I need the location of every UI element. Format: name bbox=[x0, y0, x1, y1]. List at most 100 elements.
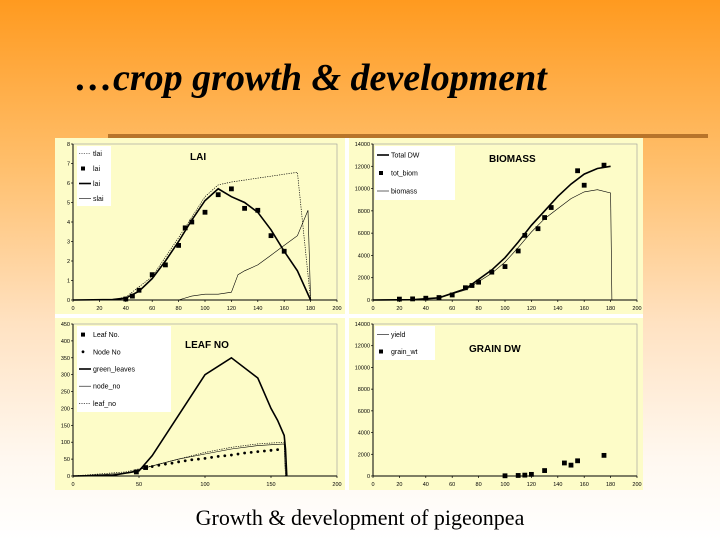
x-tick-label: 0 bbox=[71, 482, 74, 488]
x-tick-label: 60 bbox=[449, 306, 455, 312]
data-point bbox=[535, 226, 541, 232]
data-point bbox=[197, 457, 200, 461]
legend-label: slai bbox=[93, 196, 104, 203]
legend-label: leaf_no bbox=[93, 401, 116, 408]
legend-box bbox=[77, 146, 111, 206]
data-point bbox=[515, 473, 521, 478]
data-point bbox=[210, 456, 214, 459]
y-tick-label: 400 bbox=[61, 339, 70, 345]
data-point bbox=[230, 453, 233, 457]
series-line bbox=[372, 189, 613, 301]
data-point bbox=[229, 186, 234, 192]
x-tick-label: 20 bbox=[396, 482, 402, 488]
x-tick-label: 200 bbox=[632, 482, 641, 488]
figure-panel: 0 20 40 60 80 100 120 140 160 180 200 0 1 2 3 4 5 6 7 8 tlai… bbox=[55, 138, 643, 490]
y-tick-label: 12000 bbox=[355, 164, 370, 170]
x-tick-label: 100 bbox=[500, 306, 509, 312]
data-point bbox=[449, 292, 455, 298]
data-point bbox=[243, 451, 247, 455]
data-point bbox=[268, 233, 274, 239]
y-tick-label: 0 bbox=[67, 474, 70, 480]
x-tick-label: 160 bbox=[580, 482, 589, 488]
data-point bbox=[242, 205, 247, 211]
series-lai bbox=[72, 187, 312, 301]
legend: Leaf No. Node No green_leaves node_no leaf_n… bbox=[77, 326, 171, 412]
y-tick-label: 8000 bbox=[358, 209, 370, 215]
chart-title: BIOMASS bbox=[489, 154, 536, 165]
y-tick-label: 14000 bbox=[355, 142, 370, 148]
x-tick-label: 40 bbox=[423, 306, 429, 312]
x-tick-label: 80 bbox=[476, 482, 482, 488]
data-point bbox=[183, 459, 187, 463]
series-tlai bbox=[72, 171, 311, 301]
x-tick-label: 180 bbox=[606, 306, 615, 312]
data-point bbox=[249, 450, 253, 454]
data-point bbox=[522, 472, 528, 478]
series-grain-wt bbox=[502, 452, 607, 479]
data-point bbox=[548, 205, 554, 210]
data-point bbox=[223, 454, 227, 458]
y-tick-label: 6000 bbox=[358, 231, 370, 237]
x-tick-label: 140 bbox=[253, 306, 262, 312]
data-point bbox=[542, 215, 547, 220]
y-tick-label: 4000 bbox=[358, 253, 370, 259]
data-point bbox=[255, 207, 261, 213]
y-tick-label: 8000 bbox=[358, 387, 370, 393]
chart-leaf-no: 0 50 100 150 200 0 50 100 150 200 250 300 350 400 450 L… bbox=[55, 318, 345, 490]
x-tick-label: 180 bbox=[606, 482, 615, 488]
data-point bbox=[575, 168, 580, 174]
data-point bbox=[190, 458, 194, 462]
chart-title: LEAF NO bbox=[185, 340, 229, 351]
x-tick-label: 160 bbox=[580, 306, 589, 312]
chart-grain-dw: 0 20 40 60 80 100 120 140 160 180 2000200040006000… bbox=[349, 318, 643, 490]
legend-label: tot_biom bbox=[391, 171, 418, 178]
data-point bbox=[202, 209, 208, 215]
legend-label: Total DW bbox=[391, 153, 420, 160]
legend-marker bbox=[81, 332, 85, 337]
y-tick-label: 2000 bbox=[358, 452, 370, 458]
y-tick-label: 5 bbox=[67, 201, 70, 207]
x-tick-label: 40 bbox=[423, 482, 429, 488]
data-point bbox=[601, 162, 607, 168]
x-tick-label: 120 bbox=[527, 306, 536, 312]
data-point bbox=[130, 293, 135, 299]
y-tick-label: 14000 bbox=[355, 322, 370, 328]
legend-marker bbox=[81, 350, 85, 354]
y-tick-label: 8 bbox=[67, 142, 70, 148]
data-point bbox=[170, 461, 174, 465]
series-green-leaves bbox=[72, 356, 288, 477]
x-tick-label: 20 bbox=[396, 306, 402, 312]
data-point bbox=[515, 248, 521, 254]
data-point bbox=[436, 295, 442, 300]
x-tick-label: 180 bbox=[306, 306, 315, 312]
x-tick-label: 140 bbox=[553, 482, 562, 488]
x-tick-label: 40 bbox=[123, 306, 129, 312]
y-tick-label: 150 bbox=[61, 423, 70, 429]
x-tick-label: 200 bbox=[632, 306, 641, 312]
legend: yield grain_wt bbox=[375, 326, 435, 360]
chart-biomass: 0 20 40 60 80 100 120 140 160 180 2000200040006000… bbox=[349, 138, 643, 314]
data-point bbox=[529, 471, 534, 477]
legend-label: tlai bbox=[93, 151, 102, 158]
legend-label: green_leaves bbox=[93, 367, 136, 374]
legend: tlai lai lai slai bbox=[77, 146, 111, 206]
legend-box bbox=[77, 326, 171, 412]
data-point bbox=[216, 455, 220, 458]
x-tick-label: 200 bbox=[332, 482, 341, 488]
series-line bbox=[72, 443, 286, 477]
y-tick-label: 450 bbox=[61, 322, 70, 328]
series-line bbox=[72, 187, 312, 301]
x-tick-label: 100 bbox=[500, 482, 509, 488]
legend-label: lai bbox=[93, 181, 100, 188]
y-tick-label: 0 bbox=[367, 474, 370, 480]
data-point bbox=[522, 232, 528, 238]
data-point bbox=[423, 295, 429, 301]
data-point bbox=[601, 452, 607, 458]
x-tick-label: 150 bbox=[266, 482, 275, 488]
y-tick-label: 4000 bbox=[358, 431, 370, 437]
data-point bbox=[581, 182, 587, 188]
data-point bbox=[149, 272, 155, 278]
charts-svg: 0 20 40 60 80 100 120 140 160 180 200012345678tlai… bbox=[55, 138, 643, 490]
x-tick-label: 20 bbox=[96, 306, 102, 312]
legend-marker bbox=[379, 349, 383, 354]
